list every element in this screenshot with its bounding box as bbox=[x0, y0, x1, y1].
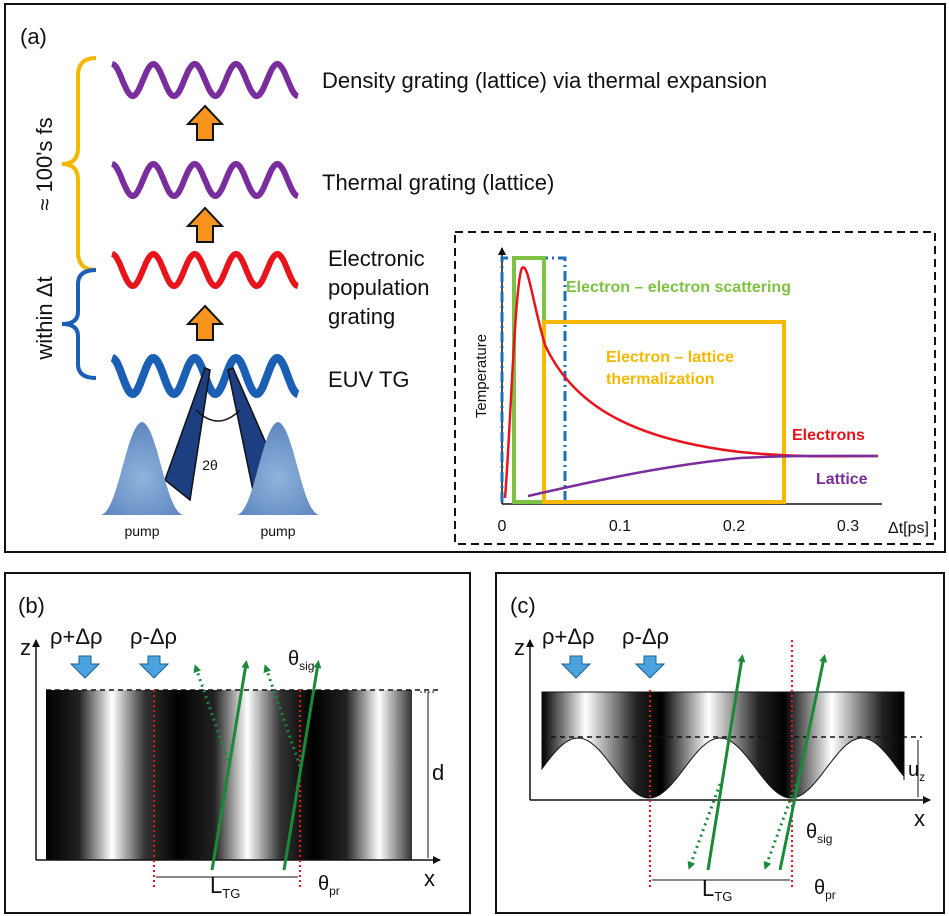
electronic-label-3: grating bbox=[328, 304, 395, 329]
density-wave bbox=[111, 60, 299, 100]
panel-c-label: (c) bbox=[510, 593, 536, 618]
electrons-label: Electrons bbox=[792, 427, 865, 444]
panel-b-down-arrow-2-icon bbox=[138, 655, 170, 679]
pump-left-label: pump bbox=[124, 523, 159, 539]
density-label: Density grating (lattice) via thermal ex… bbox=[322, 68, 767, 93]
panel-b-d: d bbox=[432, 760, 444, 785]
panel-b-rho-minus: ρ-Δρ bbox=[130, 624, 177, 649]
panel-c-probe-ray-1 bbox=[706, 654, 746, 871]
panel-b-label: (b) bbox=[18, 593, 45, 618]
panel-c-frame bbox=[495, 572, 945, 914]
panel-a-label: (a) bbox=[20, 24, 47, 49]
bracket-bottom-label: within Δt bbox=[32, 276, 57, 360]
panel-c-down-arrow-1-icon bbox=[560, 655, 592, 679]
panel-c-signal-ray-2 bbox=[763, 783, 798, 870]
electronic-label-2: population bbox=[328, 275, 430, 300]
el-thermalization-label-2: thermalization bbox=[606, 371, 714, 388]
panel-c-rho-plus: ρ+Δρ bbox=[542, 624, 595, 649]
panel-b-down-arrow-1-icon bbox=[69, 655, 101, 679]
ee-scattering-label: Electron – electron scattering bbox=[566, 279, 791, 296]
panel-b-z: z bbox=[20, 635, 31, 660]
panel-b-theta-pr: θpr bbox=[318, 873, 340, 898]
panel-b-rho-plus: ρ+Δρ bbox=[50, 624, 103, 649]
pump-right-pulse bbox=[236, 422, 320, 515]
pump-left-pulse bbox=[100, 422, 184, 515]
up-arrow-3-icon bbox=[185, 304, 225, 341]
panel-b-x: x bbox=[424, 866, 435, 891]
electronic-label-1: Electronic bbox=[328, 246, 425, 271]
lattice-curve bbox=[527, 454, 879, 498]
electrons-curve bbox=[503, 266, 879, 499]
panel-c-rho-minus: ρ-Δρ bbox=[622, 624, 669, 649]
inset-xtick-0: 0 bbox=[498, 518, 507, 535]
el-thermalization-label-1: Electron – lattice bbox=[606, 349, 734, 366]
inset-ylabel: Temperature bbox=[473, 334, 490, 418]
panel-b-theta-sig: θsig bbox=[288, 648, 314, 673]
angle-label: 2θ bbox=[202, 457, 218, 473]
inset-xlabel: Δt[ps] bbox=[888, 520, 929, 537]
panel-b-L: LTG bbox=[210, 873, 240, 901]
panel-c-theta-sig: θsig bbox=[806, 821, 832, 846]
inset-frame bbox=[454, 231, 936, 545]
bracket-top-label: ≈ 100's fs bbox=[32, 117, 57, 210]
panel-b-probe-ray-1 bbox=[210, 660, 250, 871]
bracket-yellow bbox=[61, 56, 97, 272]
bracket-blue bbox=[61, 268, 97, 380]
panel-b-probe-ray-2 bbox=[282, 660, 322, 871]
panel-b-frame bbox=[4, 572, 471, 914]
up-arrow-1-icon bbox=[185, 104, 225, 141]
inset-xtick-1: 0.1 bbox=[609, 518, 631, 535]
panel-c-theta-pr: θpr bbox=[814, 877, 836, 902]
panel-c-signal-ray-1 bbox=[687, 783, 722, 870]
electronic-wave bbox=[111, 250, 299, 290]
inset-xtick-3: 0.3 bbox=[837, 518, 859, 535]
lattice-label: Lattice bbox=[816, 471, 868, 488]
panel-c-probe-ray-2 bbox=[778, 654, 828, 871]
pump-right-label: pump bbox=[260, 523, 295, 539]
inset-xtick-2: 0.2 bbox=[723, 518, 745, 535]
panel-a-frame bbox=[4, 3, 946, 553]
panel-c-u: uz bbox=[908, 759, 925, 784]
thermal-wave bbox=[111, 160, 299, 200]
el-thermalization-box bbox=[542, 320, 786, 504]
panel-c-x: x bbox=[914, 806, 925, 831]
panel-c-z: z bbox=[514, 635, 525, 660]
euv-label: EUV TG bbox=[328, 367, 410, 392]
up-arrow-2-icon bbox=[185, 206, 225, 243]
panel-c-down-arrow-2-icon bbox=[634, 655, 666, 679]
panel-c-grating bbox=[541, 691, 905, 799]
panel-c-L: LTG bbox=[702, 876, 732, 904]
thermal-label: Thermal grating (lattice) bbox=[322, 170, 554, 195]
